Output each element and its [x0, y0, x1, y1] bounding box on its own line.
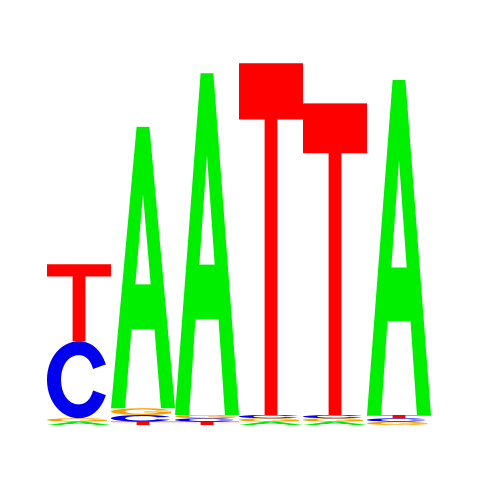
sequence-logo	[0, 0, 480, 480]
